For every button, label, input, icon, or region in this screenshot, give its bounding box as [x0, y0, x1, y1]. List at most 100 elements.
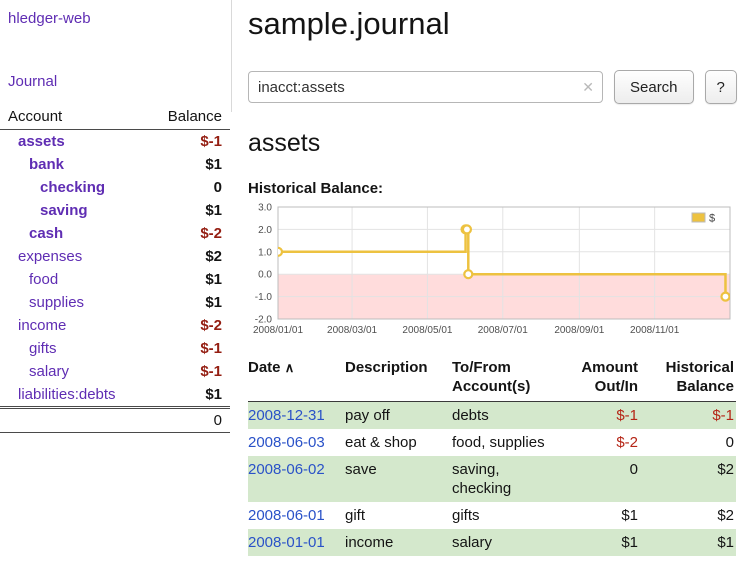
sidebar-account-row: salary $-1: [0, 360, 230, 383]
register-header-row: Date ∧ Description To/From Account(s) Am…: [248, 358, 736, 402]
historical-balance-column-header: Historical Balance: [640, 358, 736, 402]
brand-link[interactable]: hledger-web: [8, 10, 91, 27]
account-balance: $-2: [200, 225, 222, 242]
amount-column-header: Amount Out/In: [564, 358, 640, 402]
account-balance: $-1: [200, 340, 222, 357]
transaction-row: 2008-06-01 gift gifts $1 $2: [248, 502, 736, 529]
date-column-header[interactable]: Date ∧: [248, 358, 345, 402]
page-title: sample.journal: [248, 6, 450, 41]
search-button[interactable]: Search: [614, 70, 694, 104]
account-link[interactable]: bank: [29, 156, 65, 173]
account-link[interactable]: checking: [40, 179, 106, 196]
account-link[interactable]: income: [18, 317, 67, 334]
account-link[interactable]: salary: [29, 363, 70, 380]
account-balance: 0: [213, 179, 222, 196]
account-balance: $-2: [200, 317, 222, 334]
legend-swatch-icon: [691, 212, 706, 223]
transaction-description: eat & shop: [345, 434, 417, 451]
clear-search-icon[interactable]: ✕: [582, 79, 594, 95]
account-link[interactable]: saving: [40, 202, 88, 219]
y-tick-label: -1.0: [255, 292, 273, 303]
description-column-header: Description: [345, 358, 452, 402]
transaction-row: 2008-06-03 eat & shop food, supplies $-2…: [248, 429, 736, 456]
chart-point: [278, 246, 284, 257]
transaction-balance: $1: [717, 534, 734, 551]
x-tick-label: 2008/07/01: [478, 325, 528, 336]
account-link[interactable]: food: [29, 271, 59, 288]
sidebar-account-row: income $-2: [0, 314, 230, 337]
accounts-total-value: 0: [149, 406, 230, 433]
register-table: Date ∧ Description To/From Account(s) Am…: [248, 358, 736, 556]
x-tick-label: 2008/03/01: [327, 325, 377, 336]
transaction-amount: $1: [621, 507, 638, 524]
transaction-balance: $-1: [712, 407, 734, 424]
transaction-accounts: debts: [452, 407, 489, 424]
transaction-description: save: [345, 461, 377, 478]
account-link[interactable]: assets: [18, 133, 65, 150]
transaction-date-link[interactable]: 2008-06-01: [248, 507, 325, 524]
account-link[interactable]: expenses: [18, 248, 83, 265]
y-tick-label: 1.0: [258, 247, 272, 258]
sidebar-account-row: assets $-1: [0, 130, 230, 154]
transaction-balance: 0: [725, 434, 734, 451]
account-link[interactable]: cash: [29, 225, 64, 242]
sidebar: hledger-web Journal Account Balance asse…: [0, 0, 232, 433]
transaction-accounts: food, supplies: [452, 434, 545, 451]
transaction-description: gift: [345, 507, 366, 524]
account-link[interactable]: supplies: [29, 294, 85, 311]
sidebar-account-row: saving $1: [0, 199, 230, 222]
balance-column-header: Balance: [149, 104, 230, 130]
account-balance: $1: [205, 386, 222, 403]
y-tick-label: 3.0: [258, 203, 272, 214]
main-content: sample.journal ✕ Search ? assets Histori…: [248, 0, 742, 556]
sidebar-account-row: bank $1: [0, 153, 230, 176]
transaction-date-link[interactable]: 2008-01-01: [248, 534, 325, 551]
chart-plot-border: [277, 206, 731, 320]
sidebar-account-row: cash $-2: [0, 222, 230, 245]
transaction-amount: $-2: [616, 434, 638, 451]
transaction-date-link[interactable]: 2008-06-03: [248, 434, 325, 451]
transaction-amount: $1: [621, 534, 638, 551]
transaction-date-link[interactable]: 2008-12-31: [248, 407, 325, 424]
accounts-table: Account Balance assets $-1 bank $1 check…: [0, 104, 230, 433]
account-balance: $1: [205, 156, 222, 173]
transaction-accounts: saving, checking: [452, 461, 512, 497]
transaction-balance: $2: [717, 507, 734, 524]
sort-ascending-icon: ∧: [284, 360, 295, 375]
x-tick-label: 2008/11/01: [630, 325, 680, 336]
account-balance: $2: [205, 248, 222, 265]
account-balance: $-1: [200, 133, 222, 150]
x-tick-label: 2008/09/01: [554, 325, 604, 336]
chart-container: $3.0 2.0 1.0 0.0 -1.0 -2.0 2008/01/01 2008/03/0…: [248, 202, 742, 338]
sidebar-account-row: checking 0: [0, 176, 230, 199]
search-input[interactable]: [248, 71, 603, 103]
transaction-row: 2008-06-02 save saving, checking 0 $2: [248, 456, 736, 502]
accounts-total-row: 0: [0, 406, 230, 433]
transaction-amount: $-1: [616, 407, 638, 424]
sidebar-item-journal[interactable]: Journal: [8, 73, 58, 90]
transaction-description: pay off: [345, 407, 390, 424]
sidebar-account-row: food $1: [0, 268, 230, 291]
legend-label: $: [709, 213, 715, 225]
chart-point: [461, 224, 473, 235]
y-tick-label: 0.0: [258, 270, 272, 281]
account-heading: assets: [248, 129, 321, 157]
chart-legend: $: [688, 210, 726, 227]
transaction-row: 2008-01-01 income salary $1 $1: [248, 529, 736, 556]
accounts-total-spacer: [0, 406, 150, 433]
transaction-date-link[interactable]: 2008-06-02: [248, 461, 325, 478]
account-balance: $-1: [200, 363, 222, 380]
sidebar-account-row: expenses $2: [0, 245, 230, 268]
sidebar-account-row: gifts $-1: [0, 337, 230, 360]
account-link[interactable]: gifts: [29, 340, 57, 357]
x-tick-label: 2008/05/01: [402, 325, 452, 336]
help-button[interactable]: ?: [704, 70, 737, 104]
account-balance: $1: [205, 202, 222, 219]
account-link[interactable]: liabilities:debts: [18, 386, 116, 403]
transaction-accounts: gifts: [452, 507, 480, 524]
y-tick-label: 2.0: [258, 225, 272, 236]
chart-point: [720, 291, 730, 302]
transaction-balance: $2: [717, 461, 734, 478]
account-balance: $1: [205, 294, 222, 311]
